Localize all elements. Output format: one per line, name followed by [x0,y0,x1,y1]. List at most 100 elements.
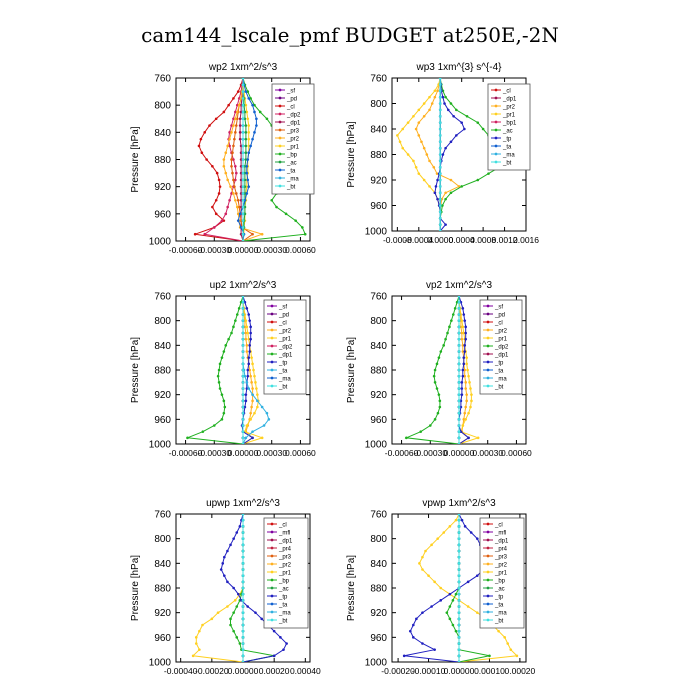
data-point [241,660,245,662]
data-point [230,124,233,127]
legend-label: _pr3 [494,555,508,561]
data-point [238,212,242,216]
data-point [199,137,203,141]
data-point [467,411,470,415]
legend-marker [270,376,274,380]
x-tick-label: 0.00030 [256,448,287,458]
data-point [232,586,235,590]
legend-marker [486,384,490,388]
data-point [462,331,466,335]
data-point [433,368,437,372]
x-tick-label: 0.00000 [444,448,475,458]
data-point [214,117,218,121]
data-point [497,629,500,633]
series-group [396,78,512,231]
x-tick-label: 0.00030 [256,245,287,255]
legend-label: _pr2 [278,563,292,569]
data-point [235,117,239,121]
data-point [420,140,423,144]
data-point [438,146,442,150]
data-point [454,592,458,596]
legend-marker [486,312,490,316]
data-point [457,562,461,565]
data-point [442,344,445,347]
y-tick-label: 960 [370,415,387,426]
data-point [256,405,259,409]
data-point [243,198,247,202]
legend-label: _dp1 [494,539,509,545]
data-point [449,191,453,195]
y-tick-label: 880 [370,584,387,595]
series-line [415,78,460,231]
legend: _cl _dp1 _pr2 _pr1 _bp1 _ac _tp _ta _ma _bt [487,83,531,171]
data-point [459,430,463,433]
legend-label: _pr3 [286,129,300,135]
data-point [243,325,247,329]
data-point [247,124,251,127]
data-point [241,605,245,608]
data-point [457,387,461,390]
legend-label: _mfl [494,531,506,537]
data-point [444,337,447,341]
data-point [430,543,433,547]
data-point [398,140,402,144]
legend-marker [486,328,490,332]
data-point [438,159,442,163]
data-point [231,171,234,175]
data-point [220,418,224,421]
data-point [244,393,248,396]
data-point [226,605,229,608]
x-tick-label: -0.00030 [198,245,232,255]
legend-label: _cl [286,105,295,111]
legend-marker [494,112,498,116]
data-point [457,568,461,571]
data-point [238,124,242,127]
legend-marker [494,88,498,92]
data-point [241,531,245,534]
data-point [233,137,236,141]
legend-label: _pr1 [278,337,292,343]
data-point [235,192,238,195]
legend-label: _bp [278,579,290,585]
data-point [234,164,237,168]
y-tick-label: 880 [154,155,171,166]
data-point [239,164,243,168]
legend-label: _pr1 [494,337,508,343]
data-point [241,568,245,571]
data-point [249,374,252,378]
data-point [509,648,513,651]
legend-label: _tp [278,595,288,601]
chart-panel: wp3 1xm^{3} s^{-4} 760 800 840 880 920 960 1000… [346,62,539,245]
data-point [457,442,461,444]
x-tick-label: 0.00030 [472,448,503,458]
data-point [454,629,458,633]
data-point [432,374,436,378]
data-point [457,623,461,627]
legend-label: _ac [286,161,297,167]
data-point [211,205,214,209]
legend-label: _bp1 [502,121,517,127]
data-point [463,127,466,131]
legend-marker [270,522,274,526]
y-axis-label: Pressure [hPa] [130,337,141,403]
y-tick-label: 760 [154,74,171,85]
data-point [279,636,282,639]
x-tick-label: 0.00040 [290,666,321,676]
y-tick-label: 960 [154,415,171,426]
data-point [476,121,480,124]
data-point [245,164,249,168]
y-tick-label: 840 [154,341,171,352]
data-point [438,95,442,99]
data-point [254,611,257,614]
data-point [228,131,231,134]
data-point [449,140,453,144]
data-point [243,164,247,168]
legend-marker [486,546,490,550]
data-point [224,212,228,216]
data-point [464,405,468,409]
data-point [457,344,461,347]
x-tick-label: 0.00000 [228,448,259,458]
data-point [235,205,239,209]
data-point [442,531,446,534]
data-point [237,307,241,310]
